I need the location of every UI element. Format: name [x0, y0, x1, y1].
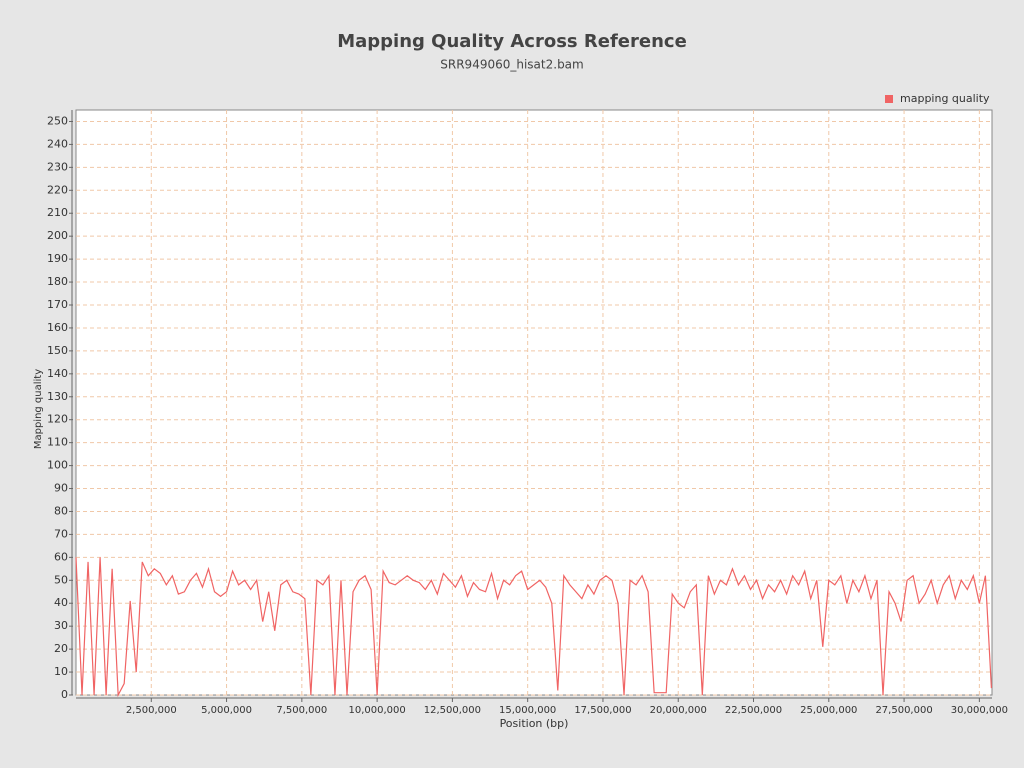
x-tick-label: 25,000,000	[800, 705, 857, 716]
data-line	[75, 557, 992, 698]
y-tick-label: 230	[47, 160, 68, 173]
x-tick-label: 10,000,000	[348, 705, 405, 716]
y-tick-label: 210	[47, 206, 68, 219]
chart-title: Mapping Quality Across Reference	[337, 31, 687, 52]
y-tick-label: 250	[47, 114, 68, 127]
x-tick-label: 27,500,000	[875, 705, 932, 716]
legend-label: mapping quality	[900, 92, 990, 105]
y-tick-label: 120	[47, 413, 68, 426]
legend-swatch	[885, 95, 893, 103]
y-tick-label: 110	[47, 436, 68, 449]
y-tick-label: 20	[54, 642, 68, 655]
y-tick-label: 100	[47, 459, 68, 472]
x-tick-label: 20,000,000	[650, 705, 707, 716]
y-tick-label: 150	[47, 344, 68, 357]
y-tick-label: 190	[47, 252, 68, 265]
x-tick-label: 2,500,000	[126, 705, 177, 716]
x-tick-label: 12,500,000	[424, 705, 481, 716]
y-tick-label: 40	[54, 596, 68, 609]
x-tick-label: 15,000,000	[499, 705, 556, 716]
y-tick-label: 30	[54, 619, 68, 632]
x-tick-label: 7,500,000	[276, 705, 327, 716]
y-tick-label: 200	[47, 229, 68, 242]
y-axis-label: Mapping quality	[33, 369, 44, 449]
y-tick-label: 160	[47, 321, 68, 334]
x-tick-label: 5,000,000	[201, 705, 252, 716]
y-tick-label: 80	[54, 504, 68, 517]
y-tick-label: 220	[47, 183, 68, 196]
y-tick-label: 70	[54, 527, 68, 540]
y-tick-label: 180	[47, 275, 68, 288]
x-tick-label: 30,000,000	[951, 705, 1008, 716]
y-tick-label: 90	[54, 482, 68, 495]
chart-subtitle: SRR949060_hisat2.bam	[440, 58, 583, 72]
y-tick-label: 0	[61, 688, 68, 701]
plot-area	[75, 109, 993, 696]
y-tick-label: 50	[54, 573, 68, 586]
y-tick-label: 60	[54, 550, 68, 563]
y-tick-label: 240	[47, 137, 68, 150]
y-tick-label: 130	[47, 390, 68, 403]
x-tick-label: 17,500,000	[574, 705, 631, 716]
x-axis-label: Position (bp)	[500, 717, 569, 730]
x-tick-label: 22,500,000	[725, 705, 782, 716]
y-tick-label: 10	[54, 665, 68, 678]
y-tick-label: 140	[47, 367, 68, 380]
y-tick-label: 170	[47, 298, 68, 311]
